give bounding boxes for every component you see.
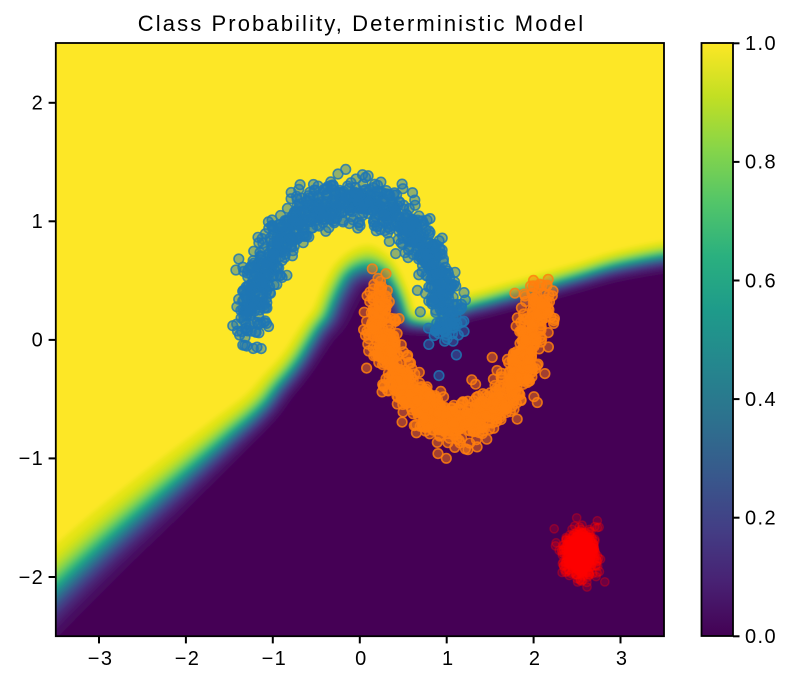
svg-text:3: 3 [616, 648, 629, 670]
svg-text:1.0: 1.0 [745, 33, 777, 55]
svg-text:−2: −2 [19, 567, 45, 589]
svg-text:−3: −3 [88, 648, 114, 670]
svg-text:2: 2 [32, 93, 45, 115]
svg-text:0.0: 0.0 [745, 626, 777, 648]
svg-text:1: 1 [32, 211, 45, 233]
svg-text:2: 2 [529, 648, 542, 670]
svg-text:−1: −1 [19, 448, 45, 470]
svg-text:0: 0 [32, 330, 45, 352]
svg-text:1: 1 [442, 648, 455, 670]
svg-text:0.6: 0.6 [745, 270, 777, 292]
svg-text:0: 0 [355, 648, 368, 670]
svg-text:0.2: 0.2 [745, 508, 777, 530]
svg-text:Class Probability, Determinist: Class Probability, Deterministic Model [138, 11, 585, 36]
svg-text:0.4: 0.4 [745, 389, 777, 411]
svg-text:−1: −1 [262, 648, 288, 670]
svg-text:−2: −2 [175, 648, 201, 670]
svg-text:0.8: 0.8 [745, 152, 777, 174]
